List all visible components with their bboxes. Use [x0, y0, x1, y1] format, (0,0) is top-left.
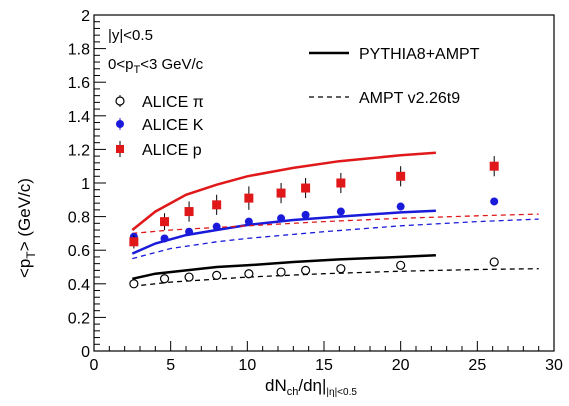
y-tick-label: 0.6: [68, 243, 90, 260]
axes-layer: 0 5 10 15 20 25 30 0 0.2 0.4 0.6 0.8 1 1.2 1.4 1.6 1.8 2: [68, 8, 563, 374]
data-point: [489, 161, 499, 171]
y-tick-label: 0.8: [68, 210, 90, 227]
y-tick-label: 1.4: [68, 109, 90, 126]
data-point: [244, 217, 253, 226]
data-point: [396, 171, 406, 181]
legend-pion-label: ALICE π: [142, 94, 204, 111]
data-point: [212, 270, 222, 280]
data-point: [301, 210, 310, 219]
data-point: [276, 267, 286, 277]
data-point: [212, 222, 221, 231]
data-point: [396, 260, 406, 270]
rapidity-annotation: |y|<0.5: [108, 27, 153, 44]
y-tick-label: 0: [81, 344, 90, 361]
y-tick-label: 1: [81, 176, 90, 193]
model-curve: [132, 253, 436, 281]
x-tick-label: 10: [238, 357, 256, 374]
data-point: [184, 207, 194, 217]
legend-proton-label: ALICE p: [142, 142, 202, 159]
data-point: [159, 274, 170, 284]
model-curve: [132, 268, 539, 287]
data-point: [160, 234, 169, 243]
data-point: [244, 193, 254, 203]
legend-marker-proton: [116, 141, 124, 157]
y-tick-label: 0.2: [68, 310, 90, 327]
x-tick-label: 15: [315, 357, 333, 374]
model-curve: [131, 151, 436, 231]
data-point: [396, 202, 405, 211]
y-tick-label: 1.6: [68, 75, 90, 92]
data-point: [301, 183, 311, 193]
model-curves: [131, 151, 539, 287]
x-tick-label: 5: [166, 357, 175, 374]
pt-range-annotation: 0<pT<3 GeV/c: [108, 56, 204, 76]
legend-ampt-label: AMPT v2.26t9: [359, 90, 460, 107]
legend-marker-kaon: [116, 118, 124, 130]
data-point: [277, 214, 286, 223]
x-tick-label: 30: [545, 357, 563, 374]
x-tick-label: 0: [90, 357, 99, 374]
data-point: [160, 217, 170, 227]
data-point: [129, 279, 139, 289]
x-tick-label: 25: [468, 357, 486, 374]
data-point: [301, 265, 311, 275]
data-point: [336, 178, 346, 188]
x-axis-title: dNch/dη||η|<0.5: [265, 376, 357, 398]
data-point: [212, 200, 222, 210]
data-point: [276, 188, 286, 198]
data-point: [185, 227, 194, 236]
data-point: [129, 237, 139, 247]
model-curve: [132, 213, 539, 235]
data-point: [489, 257, 499, 267]
data-point: [336, 264, 346, 274]
y-tick-label: 2: [81, 8, 90, 25]
y-axis-title: <pT> (GeV/c): [15, 178, 38, 278]
model-curve: [132, 218, 539, 260]
data-point: [184, 272, 194, 282]
y-tick-label: 1.2: [68, 142, 90, 159]
data-points: [129, 156, 499, 289]
legend-kaon-label: ALICE K: [142, 117, 204, 134]
y-tick-label: 1.8: [68, 42, 90, 59]
legend-marker-pion: [115, 95, 125, 107]
data-point: [336, 207, 345, 216]
y-tick-label: 0.4: [68, 277, 90, 294]
x-tick-label: 20: [392, 357, 410, 374]
legend-pythia-label: PYTHIA8+AMPT: [359, 46, 480, 63]
data-point: [244, 269, 254, 279]
data-point: [490, 197, 499, 206]
